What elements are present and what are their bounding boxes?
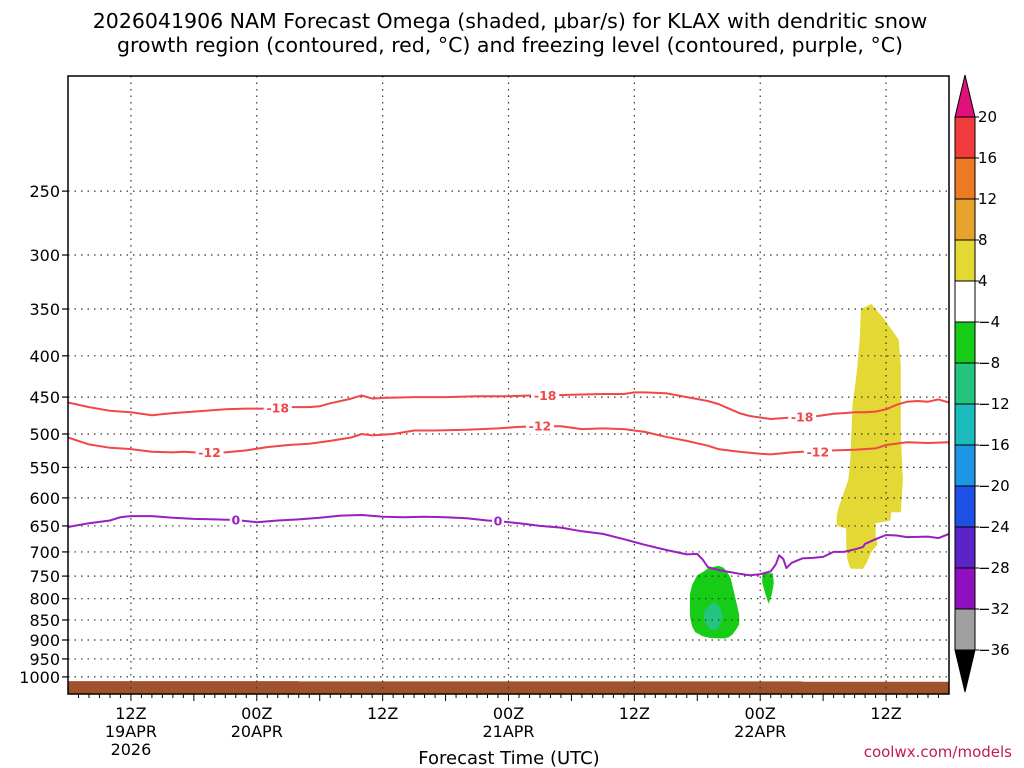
colorbar-label-2: 12 [978,190,997,208]
x-tick-label-18-2: 20APR [231,722,283,741]
colorbar-label-4: 4 [978,272,988,290]
contour-label-0-2: -18 [791,409,814,424]
x-tick-label-66-2: 22APR [734,722,786,741]
colorbar-box-0 [954,116,976,159]
colorbar-label-3: 8 [978,231,988,249]
x-tick-label-66-1: 00Z [745,704,776,723]
y-tick-label-450: 450 [29,388,60,407]
credit-text: coolwx.com/models [864,743,1012,761]
colorbar-label-1: 16 [978,149,997,167]
omega-shaded-region-2 [703,602,723,631]
omega-shaded-region-3 [762,573,774,604]
contour-label-2-0: 0 [231,512,240,527]
x-tick-label-54-1: 12Z [619,704,650,723]
contour-label-1-1: -12 [529,419,552,434]
omega-shaded-regions [689,304,903,639]
y-tick-label-1000: 1000 [19,668,60,687]
colorbar-box-3 [954,239,976,282]
colorbar-label-10: −24 [978,518,1010,536]
colorbar-label-9: −20 [978,477,1010,495]
y-tick-label-900: 900 [29,631,60,650]
contour-label-1-2: -12 [807,444,830,459]
contour-label-bg-1-2 [803,443,832,460]
contour-label-bg-0-0 [263,399,292,416]
y-tick-label-700: 700 [29,543,60,562]
contour-label-bg-0-1 [531,387,560,404]
y-axis: 2503003504004505005506006507007508008509… [19,182,68,687]
colorbar-box-5 [954,321,976,364]
colorbar-label-8: −16 [978,436,1010,454]
contour-label-1-0: -12 [198,445,221,460]
x-tick-label-30-1: 12Z [367,704,398,723]
colorbar-box-9 [954,485,976,528]
colorbar-box-1 [954,157,976,200]
y-tick-label-400: 400 [29,347,60,366]
y-tick-label-350: 350 [29,300,60,319]
y-tick-label-550: 550 [29,458,60,477]
contour-label-0-1: -18 [534,388,557,403]
colorbar-bottom-arrow [954,649,976,693]
colorbar-legend: 20 16 12 8 4 −4 −8 −12 −16 −20 −24 −28 −32 −36 [954,74,1010,693]
grid-lines [68,76,949,694]
omega-shaded-region-1 [689,565,740,639]
colorbar-top-arrow [954,74,976,118]
colorbar-label-6: −8 [978,354,1000,372]
x-tick-label-6-3: 2026 [111,740,152,759]
x-axis-label: Forecast Time (UTC) [418,748,599,768]
contour-label-bg-2-0 [229,511,242,528]
plot-frame [67,75,950,695]
y-tick-label-300: 300 [29,246,60,265]
colorbar-label-13: −36 [978,641,1010,659]
chart-title-line1: 2026041906 NAM Forecast Omega (shaded, μ… [93,9,928,33]
colorbar-box-4 [954,280,976,323]
contour-label-bg-2-1 [492,513,505,530]
colorbar-label-12: −32 [978,600,1010,618]
omega-shaded-region-4 [836,304,903,569]
x-tick-label-6-1: 12Z [115,704,146,723]
y-tick-label-650: 650 [29,517,60,536]
contour-lines [67,391,950,577]
colorbar-box-12 [954,608,976,651]
contour-label-bg-1-0 [195,444,224,461]
y-tick-label-750: 750 [29,567,60,586]
colorbar-box-11 [954,567,976,610]
x-tick-label-18-1: 00Z [241,704,272,723]
chart-title-line2: growth region (contoured, red, °C) and f… [117,33,903,57]
contour-label-0-0: -18 [266,400,289,415]
y-tick-label-500: 500 [29,425,60,444]
y-tick-label-950: 950 [29,650,60,669]
contour-label-bg-0-2 [788,408,817,425]
contour-line-2 [67,514,950,577]
contour-label-bg-1-1 [525,418,554,435]
y-tick-label-850: 850 [29,611,60,630]
colorbar-box-2 [954,198,976,241]
colorbar-box-7 [954,403,976,446]
x-tick-label-42-1: 00Z [493,704,524,723]
x-tick-label-42-2: 21APR [482,722,534,741]
colorbar-box-10 [954,526,976,569]
y-tick-label-250: 250 [29,182,60,201]
x-tick-label-6-2: 19APR [105,722,157,741]
contour-labels: -18 -18 -18 -12 -12 -12 0 0 [195,387,832,530]
colorbar-box-8 [954,444,976,487]
colorbar-label-11: −28 [978,559,1010,577]
y-tick-label-600: 600 [29,489,60,508]
colorbar-label-7: −12 [978,395,1010,413]
colorbar-label-0: 20 [978,108,997,126]
colorbar-box-6 [954,362,976,405]
x-tick-label-78-1: 12Z [870,704,901,723]
y-tick-label-800: 800 [29,590,60,609]
contour-label-2-1: 0 [494,514,503,529]
colorbar-label-5: −4 [978,313,1000,331]
